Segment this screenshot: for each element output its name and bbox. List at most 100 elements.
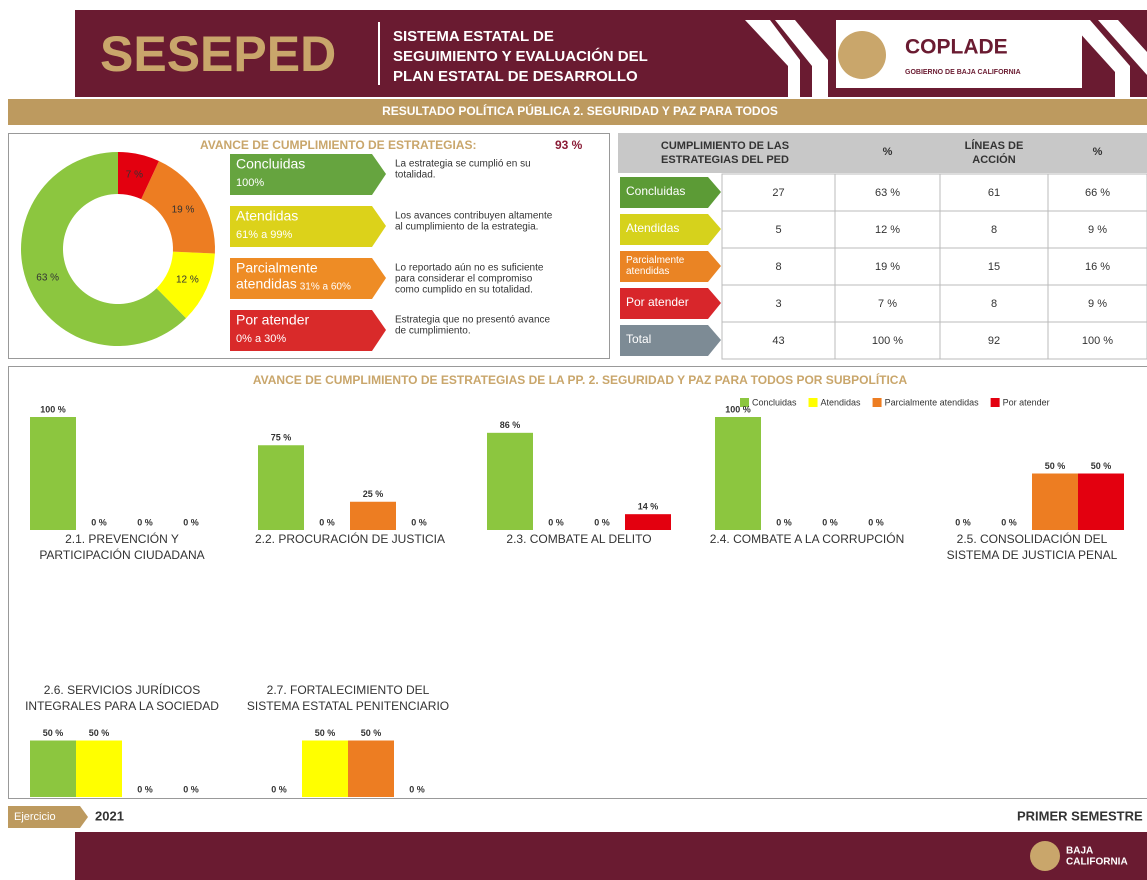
row-label: Por atender <box>626 295 689 309</box>
table-cell <box>721 210 836 249</box>
stripe <box>1098 20 1147 75</box>
table-cell <box>834 247 941 286</box>
table-cell-text: 61 <box>988 187 1000 199</box>
bar-value-label: 0 % <box>548 517 564 527</box>
bar <box>625 514 671 530</box>
subpolicy-name: 2.7. FORTALECIMIENTO DEL <box>267 683 430 697</box>
table-cell-text: 12 % <box>875 224 900 236</box>
bar <box>258 445 304 530</box>
legend-label: Por atender <box>1003 397 1050 407</box>
table-cell <box>939 284 1049 323</box>
subpolicy-name: 2.4. COMBATE A LA CORRUPCIÓN <box>710 531 905 546</box>
table-cell-text: 19 % <box>875 261 900 273</box>
strategy-title: AVANCE DE CUMPLIMIENTO DE ESTRATEGIAS: <box>200 138 476 152</box>
table-cell-text: 43 <box>772 335 784 347</box>
system-name: SEGUIMIENTO Y EVALUACIÓN DEL <box>393 47 648 65</box>
table-header-text: % <box>1093 146 1103 158</box>
bar-value-label: 0 % <box>955 517 971 527</box>
subpolicy-panel <box>8 366 1147 799</box>
donut-slice <box>20 152 187 346</box>
table-cell <box>939 321 1049 360</box>
bar-value-label: 50 % <box>43 728 64 738</box>
table-header-text: ACCIÓN <box>972 153 1015 166</box>
legend-range: 61% a 99% <box>236 229 292 241</box>
year: 2021 <box>95 808 124 823</box>
row-label: Concluidas <box>626 184 685 198</box>
slice-label: 7 % <box>126 169 143 180</box>
legend-swatch <box>872 398 882 407</box>
legend-description: Lo reportado aún no es suficiente <box>395 263 544 274</box>
banner <box>8 99 1147 125</box>
bar-value-label: 0 % <box>137 784 153 794</box>
table-cell-text: 92 <box>988 335 1000 347</box>
table-header-text: CUMPLIMIENTO DE LAS <box>661 140 789 152</box>
bar-value-label: 0 % <box>137 517 153 527</box>
legend-description: para considerar el compromiso <box>395 274 533 285</box>
legend-range: 100% <box>236 177 264 189</box>
legend-description: totalidad. <box>395 170 436 181</box>
year-tag <box>8 806 88 828</box>
subpolicy-name: PARTICIPACIÓN CIUDADANA <box>39 547 204 562</box>
bar-value-label: 0 % <box>319 517 335 527</box>
system-name: PLAN ESTATAL DE DESARROLLO <box>393 68 638 85</box>
table-cell-text: 100 % <box>1082 335 1113 347</box>
bar-value-label: 14 % <box>638 502 659 512</box>
subpolicy-name: INTEGRALES PARA LA SOCIEDAD <box>25 699 219 713</box>
legend-name: Concluidas <box>236 156 305 172</box>
row-label-box <box>620 288 721 319</box>
legend-description: Los avances contribuyen altamente <box>395 211 553 222</box>
bar-value-label: 100 % <box>40 404 66 414</box>
legend-description: Estrategia que no presentó avance <box>395 315 551 326</box>
subpolicy-name: 2.3. COMBATE AL DELITO <box>506 532 651 546</box>
legend-label: Atendidas <box>821 397 862 407</box>
brand: SESEPED <box>100 26 336 82</box>
table-cell <box>721 284 836 323</box>
legend-swatch <box>990 398 1000 407</box>
legend-box <box>230 258 386 299</box>
subpolicy-name: 2.6. SERVICIOS JURÍDICOS <box>44 682 201 697</box>
bar-value-label: 0 % <box>868 517 884 527</box>
slice-label: 19 % <box>172 204 195 215</box>
legend-range: 0% a 30% <box>236 333 286 345</box>
state-name: CALIFORNIA <box>1066 857 1128 868</box>
bar-value-label: 0 % <box>409 784 425 794</box>
subpolicy-name: SISTEMA ESTATAL PENITENCIARIO <box>247 699 449 713</box>
table-cell-text: 66 % <box>1085 187 1110 199</box>
row-label-box <box>620 251 721 282</box>
legend-description: La estrategia se cumplió en su <box>395 159 531 170</box>
table-cell <box>939 210 1049 249</box>
legend-name: Atendidas <box>236 208 298 224</box>
bar-value-label: 0 % <box>411 517 427 527</box>
state-name: BAJA <box>1066 846 1093 857</box>
table-cell <box>1047 321 1147 360</box>
legend-swatch <box>740 398 749 407</box>
table-cell <box>1047 210 1147 249</box>
legend-description: de cumplimiento. <box>395 326 471 337</box>
table-header <box>618 133 1147 173</box>
table-cell-text: 9 % <box>1088 298 1107 310</box>
bar-value-label: 100 % <box>725 404 751 414</box>
stripe <box>745 20 800 97</box>
subpolicy-name: SISTEMA DE JUSTICIA PENAL <box>947 548 1118 562</box>
coplade-emblem <box>838 31 886 79</box>
bar <box>76 740 122 797</box>
legend-name: Por atender <box>236 312 309 328</box>
table-cell <box>834 321 941 360</box>
bar-value-label: 0 % <box>1001 517 1017 527</box>
stripe <box>775 20 828 97</box>
period: PRIMER SEMESTRE <box>1017 808 1143 823</box>
year-label: Ejercicio <box>14 811 56 823</box>
donut-slice <box>118 152 159 200</box>
legend-range: 31% a 60% <box>300 282 351 293</box>
donut-slice <box>141 161 215 254</box>
bar <box>30 740 76 797</box>
row-label-box <box>620 177 721 208</box>
row-label-box <box>620 325 721 356</box>
row-label: Atendidas <box>626 221 679 235</box>
legend-description: como cumplido en su totalidad. <box>395 285 533 296</box>
legend-description: al cumplimiento de la estrategia. <box>395 222 538 233</box>
row-label: atendidas <box>626 266 669 277</box>
slice-label: 12 % <box>176 275 199 286</box>
donut-slice <box>156 251 215 319</box>
bar-value-label: 0 % <box>183 517 199 527</box>
